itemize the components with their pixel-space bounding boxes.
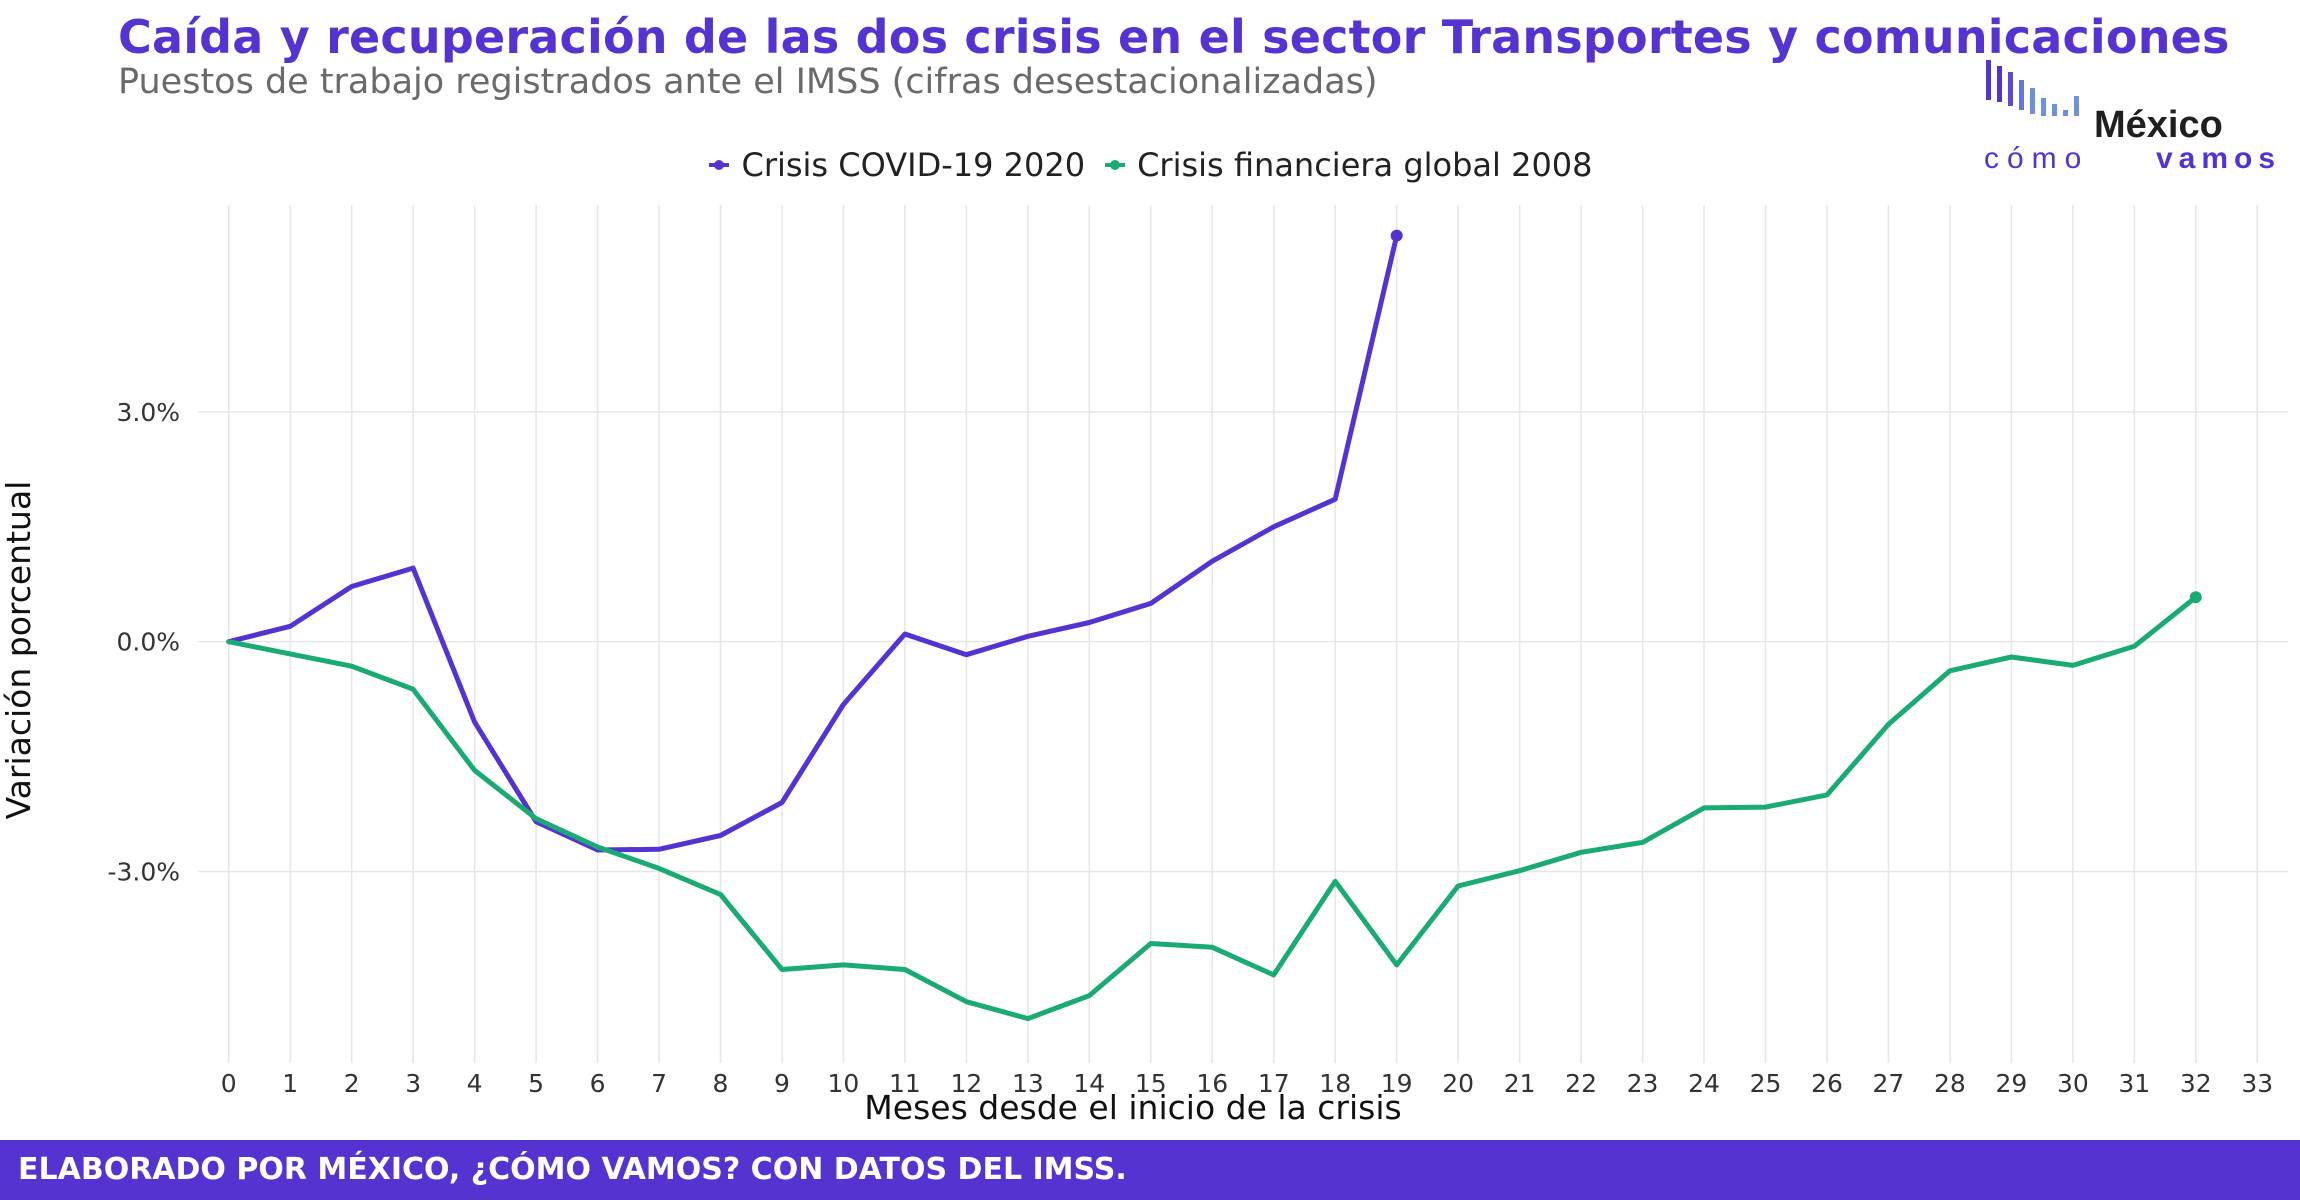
x-tick-label: 24 [1688, 1069, 1720, 1098]
series-endpoint-0 [1390, 229, 1403, 242]
x-tick-label: 16 [1196, 1069, 1228, 1098]
x-tick-label: 26 [1811, 1069, 1843, 1098]
x-tick-label: 5 [528, 1069, 544, 1098]
x-tick-label: 20 [1442, 1069, 1474, 1098]
y-tick-label: -3.0% [107, 857, 180, 886]
x-tick-label: 7 [651, 1069, 667, 1098]
x-tick-label: 0 [221, 1069, 237, 1098]
x-tick-label: 31 [2118, 1069, 2150, 1098]
y-tick-label: 3.0% [116, 398, 180, 427]
x-tick-label: 10 [828, 1069, 860, 1098]
x-tick-label: 9 [774, 1069, 790, 1098]
brand-logo: México cómo vamos [1980, 60, 2275, 180]
x-tick-label: 19 [1381, 1069, 1413, 1098]
x-tick-label: 27 [1873, 1069, 1905, 1098]
logo-text-vamos: vamos [2156, 142, 2282, 175]
legend-item-covid: Crisis COVID-19 2020 [707, 146, 1085, 184]
legend-label-financial: Crisis financiera global 2008 [1137, 146, 1593, 184]
legend-label-covid: Crisis COVID-19 2020 [741, 146, 1086, 184]
x-tick-label: 23 [1627, 1069, 1659, 1098]
x-tick-label: 15 [1135, 1069, 1167, 1098]
x-tick-label: 1 [282, 1069, 298, 1098]
x-tick-label: 6 [590, 1069, 606, 1098]
y-tick-label: 0.0% [116, 628, 180, 657]
legend-item-financial: Crisis financiera global 2008 [1103, 146, 1593, 184]
x-tick-label: 2 [344, 1069, 360, 1098]
x-tick-label: 21 [1504, 1069, 1536, 1098]
x-tick-label: 22 [1565, 1069, 1597, 1098]
x-tick-label: 25 [1750, 1069, 1782, 1098]
x-axis-label: Meses desde el inicio de la crisis [864, 1088, 1401, 1127]
logo-text-mexico: México [2094, 104, 2223, 146]
x-tick-label: 11 [889, 1069, 921, 1098]
x-tick-label: 12 [950, 1069, 982, 1098]
series-line-0 [226, 233, 1400, 853]
x-tick-label: 13 [1012, 1069, 1044, 1098]
legend-swatch-financial [1105, 160, 1126, 170]
x-tick-label: 29 [1995, 1069, 2027, 1098]
chart-title: Caída y recuperación de las dos crisis e… [118, 10, 2230, 64]
x-tick-label: 30 [2057, 1069, 2089, 1098]
x-tick-label: 18 [1319, 1069, 1351, 1098]
x-tick-label: 8 [713, 1069, 729, 1098]
line-chart: 0 1 2 3 4 5 6 7 8 9 10 11 12 13 14 15 16 17 18 19 20 21 22 23 24… [0, 205, 2288, 1127]
x-tick-label: 33 [2241, 1069, 2273, 1098]
footer-credit: ELABORADO POR MÉXICO, ¿CÓMO VAMOS? CON D… [18, 1152, 1127, 1187]
x-tick-label: 3 [405, 1069, 421, 1098]
chart-legend: Crisis COVID-19 2020 Crisis financiera g… [0, 146, 2300, 184]
x-tick-label: 17 [1258, 1069, 1290, 1098]
x-tick-label: 4 [467, 1069, 483, 1098]
x-tick-label: 14 [1073, 1069, 1105, 1098]
y-axis-label: Variación porcentual [0, 481, 38, 820]
logo-text-como: cómo [1984, 142, 2090, 175]
chart-subtitle: Puestos de trabajo registrados ante el I… [118, 62, 1378, 102]
footer-bar: ELABORADO POR MÉXICO, ¿CÓMO VAMOS? CON D… [0, 1140, 2300, 1200]
series-endpoint-1 [2189, 591, 2202, 604]
x-tick-label: 28 [1934, 1069, 1966, 1098]
x-tick-label: 32 [2180, 1069, 2212, 1098]
logo-bars-icon [1986, 60, 2079, 116]
legend-swatch-covid [709, 160, 730, 170]
series-line-1 [226, 594, 2199, 1022]
